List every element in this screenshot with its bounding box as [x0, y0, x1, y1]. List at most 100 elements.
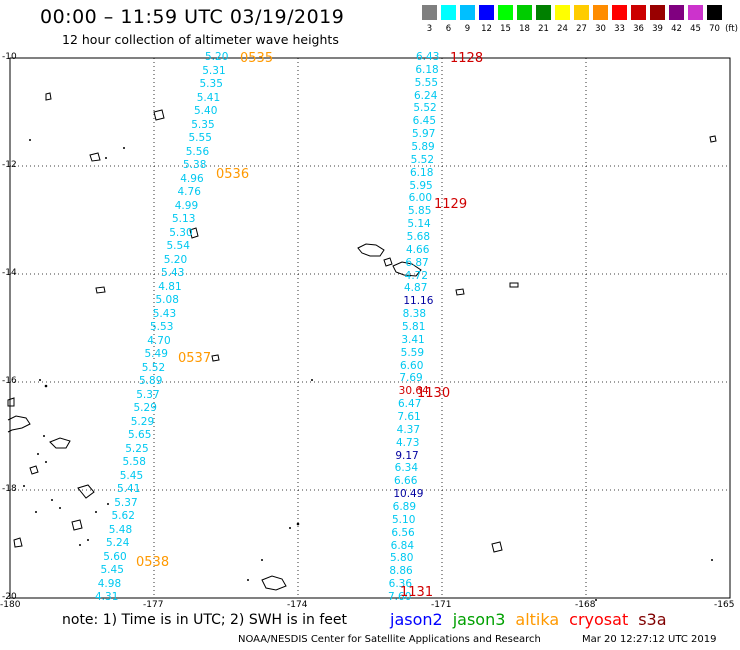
legend-label: 45	[690, 24, 701, 34]
swh-value-altika: 4.81	[158, 280, 182, 293]
swh-value-cryosat: 6.43	[416, 51, 440, 63]
island-f	[491, 541, 503, 553]
legend-label: 9	[464, 24, 471, 34]
swh-value-altika: 4.96	[180, 172, 204, 185]
coastlines	[7, 92, 717, 591]
lat-label: -12	[2, 160, 17, 170]
pass-time-altika: 0535	[240, 51, 274, 66]
legend-swatch	[631, 5, 646, 20]
swh-value-cryosat: 6.84	[390, 539, 415, 552]
swh-value-cryosat: 6.60	[400, 359, 424, 372]
island-wallis	[189, 227, 199, 239]
pass-time-cryosat: 1129	[434, 197, 468, 212]
legend-label: 21	[538, 24, 549, 34]
legend-swatch	[650, 5, 665, 20]
fiji-2	[49, 437, 71, 449]
satellite-key-altika: altika	[515, 610, 560, 629]
legend-label: 70	[709, 24, 720, 34]
swh-value-cryosat: 5.59	[400, 346, 425, 359]
lat-label: -20	[2, 592, 17, 602]
legend-label: 27	[576, 24, 587, 34]
lon-label: -168	[575, 600, 596, 610]
swh-value-cryosat: 5.10	[392, 513, 416, 526]
swh-value-cryosat: 6.89	[392, 501, 417, 513]
swh-value-altika: 5.35	[199, 78, 223, 90]
swh-value-altika: 5.40	[194, 105, 218, 117]
swh-value-cryosat: 5.68	[406, 231, 431, 243]
swh-value-altika: 4.70	[147, 334, 171, 347]
swh-value-altika: 5.49	[144, 348, 168, 360]
legend-swatch	[422, 5, 437, 20]
fiji-5	[13, 537, 23, 548]
legend-swatch	[536, 5, 551, 20]
lat-label: -10	[2, 52, 17, 62]
satellite-key-jason2: jason2	[390, 610, 443, 629]
satellite-key-jason3: jason3	[452, 610, 506, 629]
fiji-3	[77, 484, 95, 499]
lat-label: -18	[2, 484, 17, 494]
legend-label: 24	[557, 24, 568, 34]
swh-value-cryosat: 5.52	[410, 153, 435, 166]
legend-label: 33	[614, 24, 625, 34]
swh-value-cryosat: 6.18	[415, 63, 439, 76]
swh-value-altika: 5.25	[125, 442, 149, 455]
fiji-7	[29, 465, 39, 475]
legend-swatch	[460, 5, 475, 20]
swh-value-altika: 5.43	[152, 307, 177, 320]
legend-swatch	[593, 5, 608, 20]
legend-swatch	[669, 5, 684, 20]
fiji-8	[7, 397, 15, 407]
swh-value-cryosat: 6.00	[408, 192, 433, 205]
legend-label: 6	[445, 24, 452, 34]
island-b	[45, 92, 52, 101]
pass-time-altika: 0536	[216, 167, 250, 182]
swh-value-cryosat: 5.81	[402, 321, 426, 333]
swh-value-cryosat: 7.60	[388, 591, 412, 603]
swh-value-cryosat: 5.80	[390, 552, 414, 565]
swh-value-altika: 5.38	[183, 159, 207, 171]
swh-value-altika: 5.13	[172, 213, 196, 225]
swh-value-altika: 5.08	[155, 294, 179, 306]
swh-value-cryosat: 5.85	[408, 205, 432, 218]
credit-line: NOAA/NESDIS Center for Satellite Applica…	[238, 634, 541, 645]
small-islets	[23, 139, 713, 601]
swh-value-cryosat: 9.17	[395, 449, 419, 462]
island-e	[455, 288, 465, 296]
lat-label: -16	[2, 376, 17, 386]
swh-value-altika: 5.35	[191, 118, 215, 131]
island-upolu	[357, 243, 385, 257]
satellite-key: jason2 jason3 altika cryosat s3a	[390, 610, 677, 629]
legend-label: 3	[426, 24, 433, 34]
swh-value-cryosat: 10.49	[393, 488, 424, 501]
legend-label: 36	[633, 24, 644, 34]
swh-value-altika: 4.31	[95, 591, 119, 603]
swh-value-cryosat: 7.61	[397, 411, 421, 423]
swh-value-altika: 5.41	[117, 483, 141, 495]
swh-value-cryosat: 30.64	[398, 385, 429, 398]
island-futuna	[211, 354, 220, 362]
island-tutuila	[392, 261, 422, 277]
swh-value-altika: 5.89	[139, 375, 163, 387]
fiji-6	[261, 575, 287, 591]
swh-value-cryosat: 8.38	[402, 308, 427, 321]
legend-label: 15	[500, 24, 511, 34]
lon-label: -165	[714, 600, 735, 610]
island-savaii	[383, 257, 393, 267]
swh-value-cryosat: 4.37	[396, 423, 421, 436]
swh-value-cryosat: 6.24	[414, 89, 438, 102]
swh-value-altika: 5.53	[150, 321, 174, 333]
legend-label: 39	[652, 24, 663, 34]
swh-value-altika: 5.37	[136, 388, 160, 401]
legend-swatch	[479, 5, 494, 20]
legend-swatch	[441, 5, 456, 20]
lat-label: -14	[2, 268, 17, 278]
pass-time-altika: 0538	[136, 555, 170, 570]
swh-value-cryosat: 5.89	[411, 141, 435, 153]
satellite-key-s3a: s3a	[638, 610, 667, 629]
swh-value-altika: 5.55	[188, 132, 212, 144]
island-h	[709, 135, 717, 143]
footnote: note: 1) Time is in UTC; 2) SWH is in fe…	[62, 612, 348, 628]
swh-value-cryosat: 6.87	[405, 256, 429, 269]
swh-value-altika: 5.48	[108, 523, 133, 536]
swh-value-cryosat: 4.72	[404, 269, 429, 282]
